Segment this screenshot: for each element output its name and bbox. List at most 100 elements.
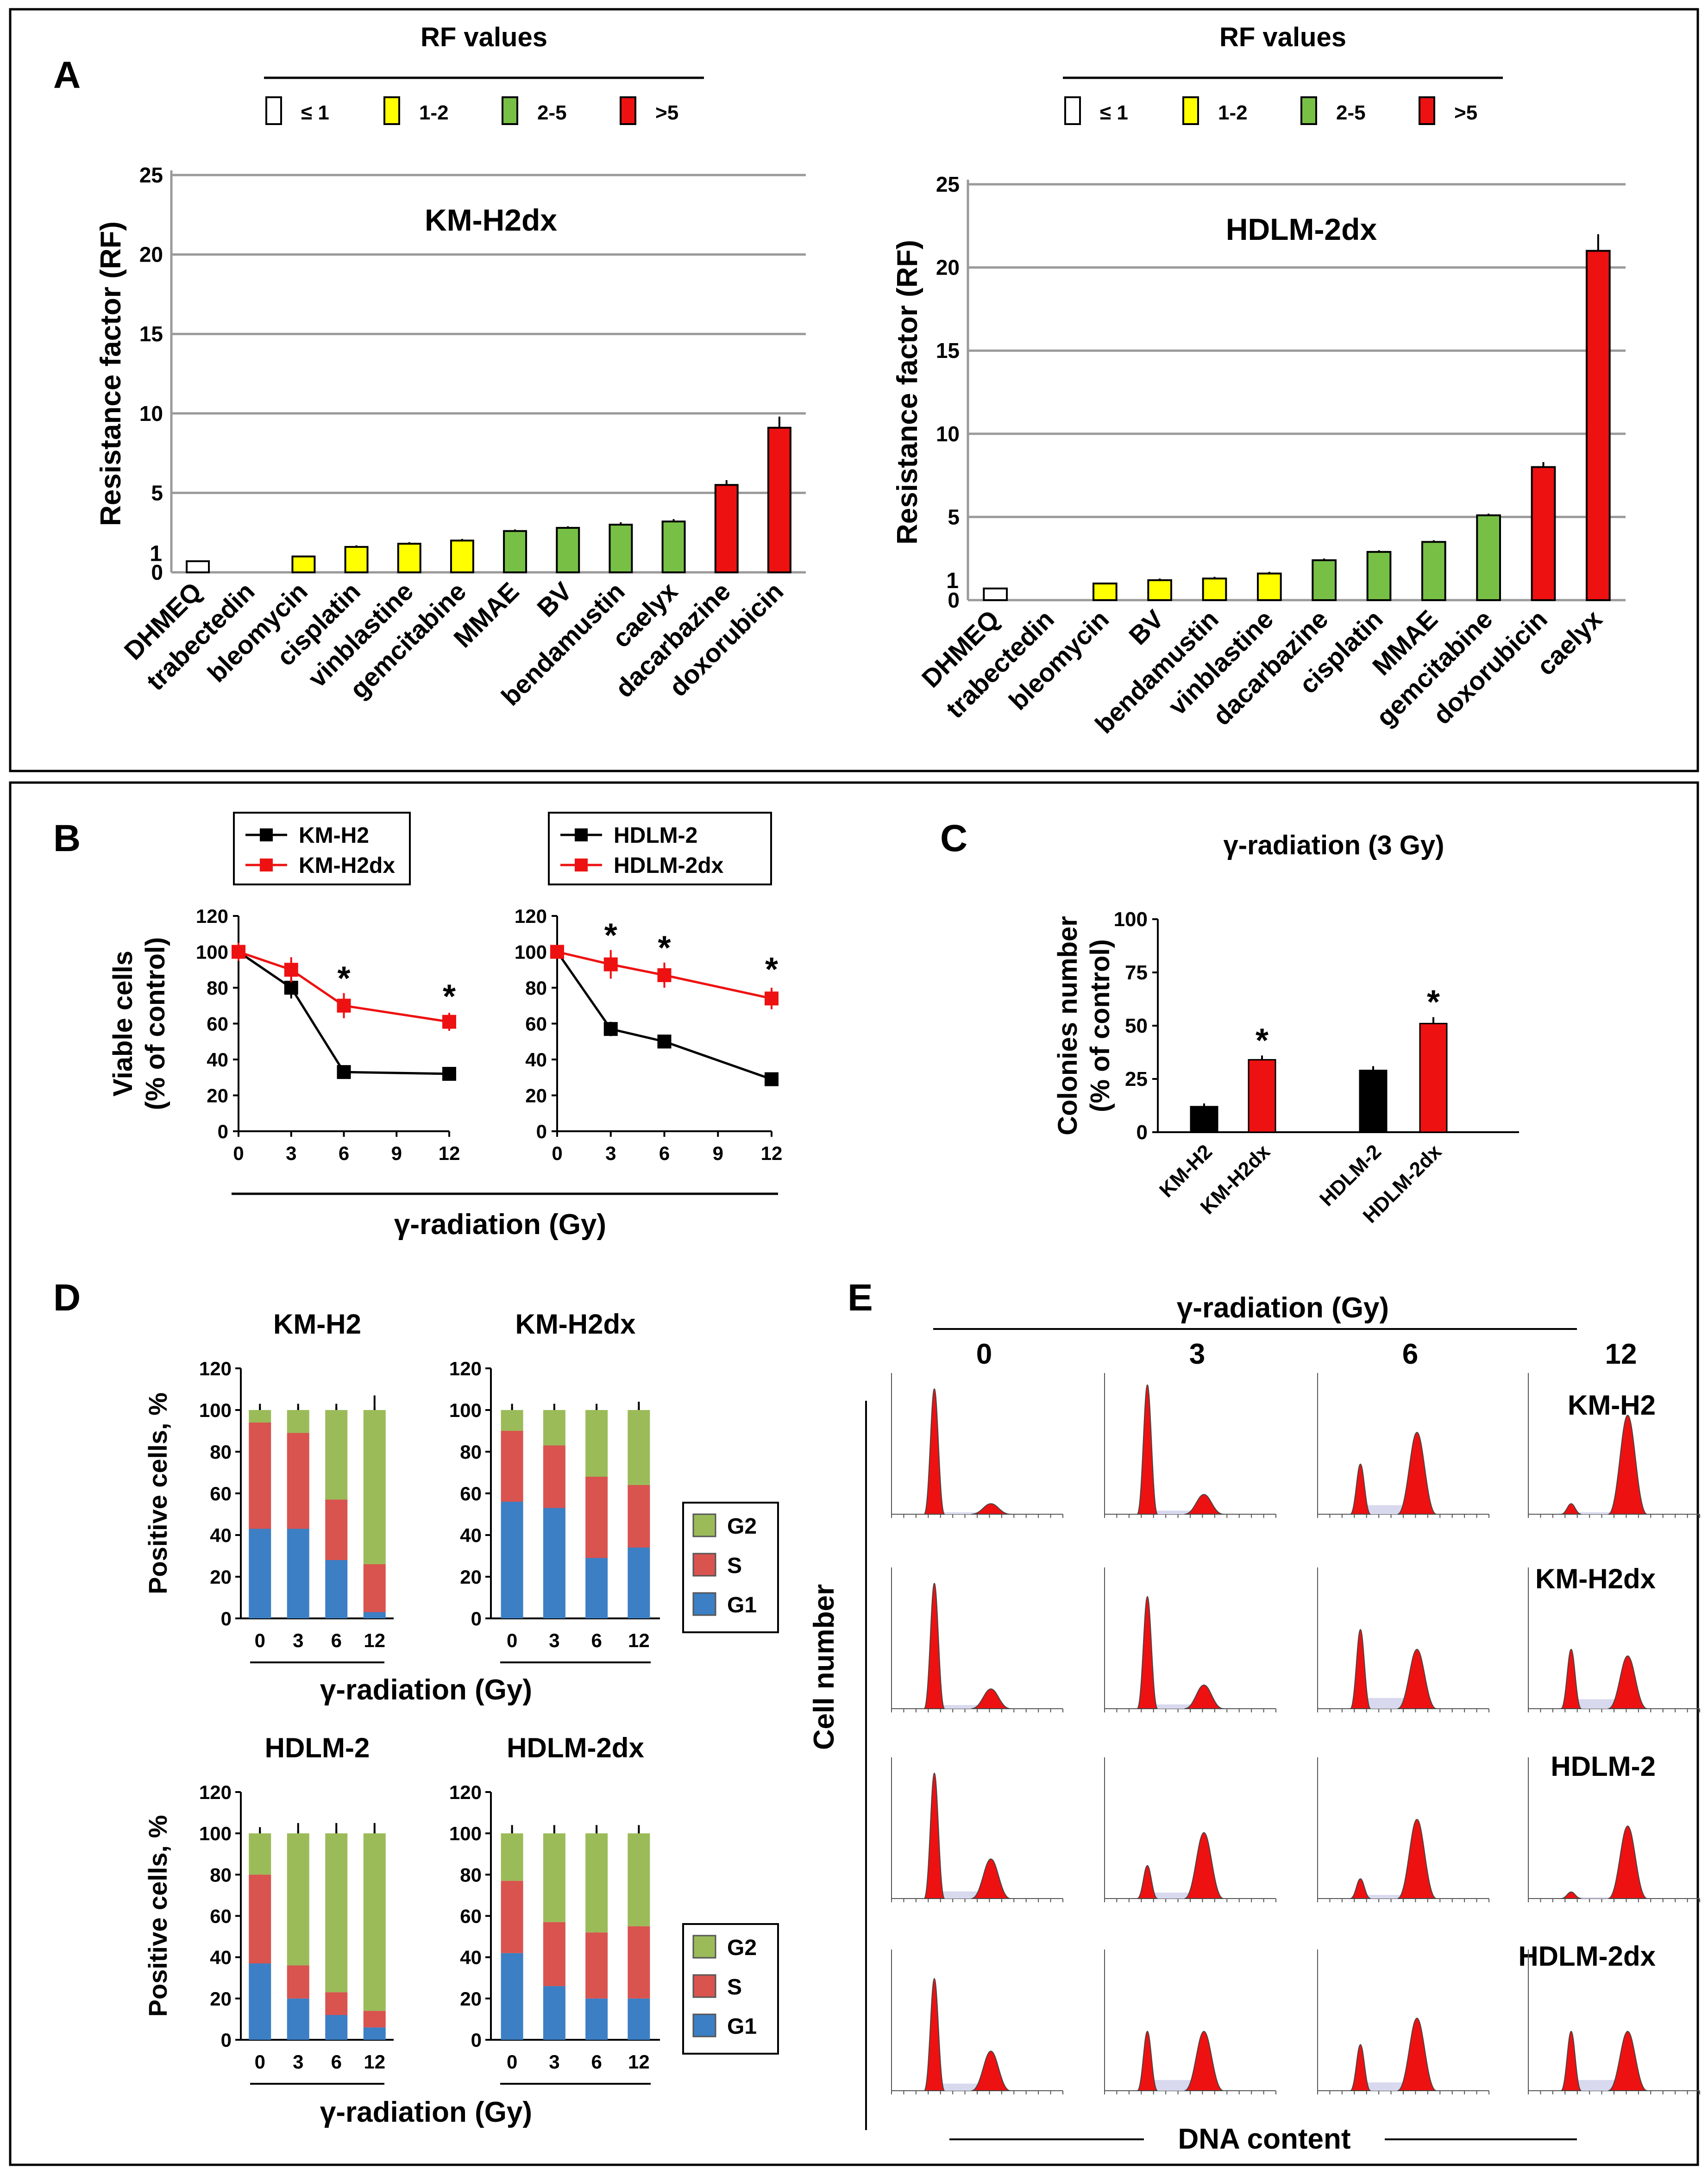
significance-asterisk: *: [443, 978, 456, 1015]
bar: [1312, 559, 1337, 601]
x-tick-label: 6: [591, 1630, 602, 1651]
legend-swatch: [692, 1553, 716, 1577]
legend-label: KM-H2: [299, 823, 369, 848]
stack-segment-s: [287, 1433, 309, 1529]
rf-legend-label: >5: [655, 101, 678, 124]
panel-a-frame: [9, 8, 1699, 772]
x-tick-label: 6: [591, 2051, 602, 2073]
stack-segment-g2: [249, 1833, 271, 1875]
y-tick-label: 80: [525, 977, 547, 999]
legend-label: S: [727, 1975, 742, 1999]
data-point: [284, 981, 298, 995]
y-tick-label: 100: [199, 1823, 232, 1844]
y-tick-label: 80: [460, 1864, 482, 1886]
legend-swatch: [692, 1974, 716, 1998]
y-axis-title: Colonies number: [1053, 916, 1083, 1135]
hist-g1-peak: [1137, 1384, 1158, 1515]
e-title: γ-radiation (Gy): [1177, 1292, 1389, 1324]
hist-g1-peak: [1137, 1865, 1158, 1899]
stack-segment-g1: [628, 1548, 650, 1618]
series-line: [556, 951, 772, 1080]
x-axis-title: γ-radiation (Gy): [320, 2096, 532, 2128]
stack-segment-s: [585, 1932, 608, 1999]
series-line: [238, 951, 450, 1023]
panel-bcde-frame: [9, 781, 1699, 2166]
significance-asterisk: *: [604, 917, 617, 954]
hist-g1-peak: [1350, 1629, 1371, 1709]
stack-segment-g1: [585, 1998, 608, 2040]
y-tick-label: 20: [936, 256, 960, 280]
hist-g1-peak: [923, 1978, 945, 2091]
panel-label-c: C: [940, 817, 967, 859]
bar: [1190, 1106, 1218, 1133]
x-tick-label: 12: [364, 2051, 385, 2073]
stack-segment-s: [287, 1965, 309, 1999]
hist-g1-peak: [1350, 1878, 1371, 1899]
stack-segment-g2: [543, 1833, 565, 1922]
y-tick-label: 40: [210, 1947, 232, 1968]
row-label: KM-H2: [1568, 1390, 1656, 1421]
legend-label: S: [727, 1554, 742, 1578]
significance-asterisk: *: [1256, 1022, 1268, 1059]
stack-segment-g2: [628, 1833, 650, 1926]
rf-legend-title: RF values: [1219, 22, 1346, 52]
x-tick-label: 0: [255, 2051, 265, 2073]
bar: [344, 546, 369, 574]
legend-label: G1: [727, 1593, 757, 1617]
e-y-axis-title: Cell number: [808, 1584, 840, 1750]
x-tick-label: 9: [391, 1142, 402, 1164]
y-tick-label: 20: [460, 1988, 482, 2010]
hist-g2-peak: [971, 1503, 1011, 1515]
bar: [1585, 250, 1611, 601]
rf-legend-swatch: [1064, 96, 1081, 125]
y-tick-label: 15: [139, 322, 163, 346]
y-tick-label: 0: [471, 1608, 482, 1630]
y-tick-label: 80: [460, 1441, 482, 1463]
y-axis-title: Viable cells: [108, 951, 138, 1097]
legend-label: HDLM-2: [614, 823, 697, 848]
legend-marker: [575, 859, 588, 871]
chart-title: KM-H2: [273, 1309, 361, 1340]
x-tick-label: 12: [628, 1630, 650, 1651]
bar: [1366, 551, 1392, 602]
y-tick-label: 0: [536, 1121, 547, 1142]
legend-label: KM-H2dx: [299, 853, 395, 878]
y-tick-label: 80: [210, 1864, 232, 1886]
stack-segment-s: [249, 1423, 271, 1529]
panel-e: γ-radiation (Gy) 0 3 6 12 Cell number KM-H2 KM-…: [808, 1292, 1700, 2155]
y-tick-label: 80: [207, 977, 228, 999]
hist-g1-peak: [1560, 1648, 1582, 1709]
legend-marker: [260, 859, 273, 871]
data-point: [337, 1065, 351, 1079]
x-tick-label: 0: [255, 1630, 265, 1651]
data-point: [550, 945, 564, 959]
bar: [1421, 541, 1446, 602]
y-tick-label: 5: [151, 481, 163, 505]
legend-swatch: [692, 1513, 716, 1537]
legend-box: [233, 812, 411, 885]
y-tick-label: 20: [525, 1085, 547, 1107]
stack-segment-s: [325, 1992, 348, 2015]
stack-segment-g2: [628, 1410, 650, 1485]
y-tick-label: 60: [460, 1483, 482, 1504]
chart-title: HDLM-2dx: [507, 1732, 644, 1763]
x-tick-label: 9: [713, 1142, 723, 1164]
legend-swatch: [692, 2013, 716, 2037]
bar: [1147, 579, 1173, 601]
stack-segment-g2: [543, 1410, 565, 1446]
y-axis-title: Resistance factor (RF): [95, 221, 127, 526]
bar: [291, 555, 316, 574]
bar: [1092, 583, 1118, 601]
x-tick-label: 6: [331, 1630, 342, 1651]
rf-legend-swatch: [265, 96, 282, 125]
y-tick-label: 100: [1114, 908, 1148, 931]
rf-legend-label: 1-2: [1218, 101, 1248, 124]
panel-label-b: B: [53, 817, 81, 859]
hist-g2-peak: [1184, 1684, 1224, 1709]
y-tick-label: 120: [515, 905, 547, 927]
data-point: [337, 998, 351, 1013]
stack-segment-g2: [585, 1833, 608, 1933]
y-tick-label: 80: [210, 1441, 232, 1463]
e-x-axis-title: DNA content: [1178, 2123, 1350, 2155]
